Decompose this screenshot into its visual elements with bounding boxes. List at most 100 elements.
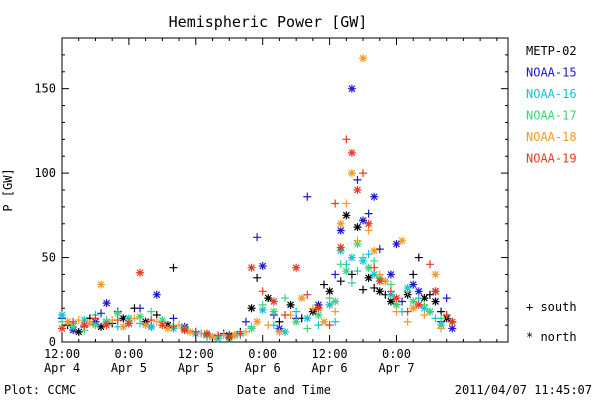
data-point-south [370,263,379,272]
data-point-south [342,135,351,144]
data-point-north [97,322,106,331]
data-point-north [448,324,457,333]
data-point-north [353,186,362,194]
data-point-south [281,310,289,319]
data-point-north [124,319,133,328]
data-point-south [331,307,340,316]
data-point-south [236,329,245,338]
data-point-south [97,309,106,318]
data-point-north [63,317,72,326]
data-point-north [381,277,390,286]
data-point-north [347,253,356,262]
data-point-north [292,317,301,326]
data-point-south [353,267,362,276]
series-noaa-19 [58,135,457,341]
data-point-north [253,317,262,326]
data-point-north [102,321,111,330]
legend: METP-02 NOAA-15 NOAA-16 NOAA-17 NOAA-18 NOAA-… [526,44,577,344]
data-point-north [80,316,89,325]
data-point-south [414,253,423,262]
data-point-south [398,297,407,306]
data-point-north [258,305,267,314]
data-point-north [147,322,156,331]
data-point-north [392,240,401,249]
data-point-north [292,263,301,272]
data-point-north [119,314,128,323]
data-point-north [386,297,395,306]
data-point-north [353,223,362,232]
data-point-north [136,312,145,321]
data-point-north [359,54,368,63]
data-point-south [359,285,368,294]
data-point-south [336,260,345,269]
data-point-north [152,290,161,299]
data-point-north [281,327,289,336]
legend-marker: + south [526,300,577,314]
data-point-north [364,263,373,272]
x-tick-label-time: 12:00 [44,347,80,361]
data-point-south [292,307,301,316]
data-point-north [97,280,106,289]
y-tick-label: 100 [34,166,56,180]
data-point-south [258,300,267,309]
data-point-south [353,175,362,184]
x-tick-label-date: Apr 5 [178,361,214,375]
data-point-south [253,233,262,242]
data-point-north [136,268,145,277]
data-point-south [136,304,145,313]
data-point-north [58,310,66,319]
legend-entry: NOAA-18 [526,130,577,144]
data-point-north [102,299,111,308]
data-point-south [386,287,395,296]
data-point-north [320,317,329,326]
data-point-north [409,304,418,313]
data-point-north [331,297,340,306]
data-point-south [214,331,223,340]
data-point-north [80,321,89,330]
legend-entry: NOAA-16 [526,87,577,101]
data-point-north [370,246,379,255]
series-noaa-18 [63,54,446,341]
data-point-north [269,307,278,316]
chart-title: Hemispheric Power [GW] [169,13,368,31]
y-axis-ticks: 0 50 100 150 [34,37,508,349]
data-point-north [258,262,267,270]
data-point-south [359,253,368,262]
data-point-north [342,267,351,276]
data-points [58,54,457,343]
data-point-north [448,317,457,326]
data-point-south [437,307,446,316]
data-point-south [147,316,156,325]
data-point-south [325,294,334,303]
data-point-south [169,263,178,272]
data-point-south [442,294,451,303]
legend-entry: NOAA-15 [526,66,577,80]
data-point-north [230,331,239,340]
data-point-north [364,219,373,228]
data-point-north [85,319,94,328]
data-point-south [359,169,368,178]
x-tick-label-date: Apr 5 [111,361,147,375]
data-point-north [347,169,356,178]
data-point-south [403,307,412,316]
data-point-south [130,314,139,323]
data-point-north [409,297,418,306]
data-point-south [281,294,289,303]
data-point-south [347,278,356,287]
data-point-south [331,199,340,208]
data-point-north [370,192,379,201]
data-point-north [202,329,211,338]
x-tick-label-time: 0:00 [248,347,277,361]
data-point-north [264,294,273,303]
data-point-north [409,280,418,289]
data-point-south [169,314,178,323]
data-point-south [364,209,373,218]
data-point-south [425,260,434,269]
data-point-south [331,270,340,279]
data-point-south [91,314,100,323]
data-point-south [175,321,184,330]
data-point-south [331,317,340,326]
data-point-south [375,270,384,279]
data-point-north [58,324,66,333]
